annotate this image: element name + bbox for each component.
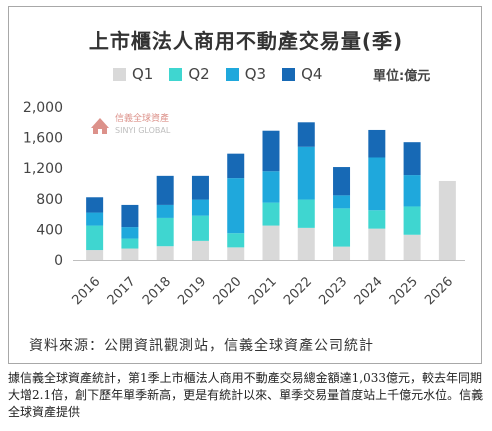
bar-2019-q1 — [191, 240, 209, 260]
bar-2019-q2 — [191, 215, 209, 241]
bar-2016-q2 — [86, 225, 104, 251]
chart-title: 上市櫃法人商用不動產交易量(季) — [88, 29, 404, 53]
bar-2025-q2 — [403, 206, 421, 235]
bar-2017-q2 — [121, 238, 139, 249]
x-tick-label: 2016 — [69, 274, 103, 308]
x-tick-label: 2020 — [211, 274, 245, 308]
bar-2021-q1 — [262, 225, 280, 260]
y-tick-label: 400 — [36, 222, 63, 238]
y-tick-label: 2,000 — [23, 100, 63, 116]
bar-2018-q2 — [156, 217, 174, 247]
bar-2022-q2 — [297, 199, 315, 228]
bar-2026-q1 — [438, 180, 456, 260]
bar-2016-q4 — [86, 197, 104, 213]
x-tick-label: 2023 — [316, 274, 350, 308]
bar-2017-q3 — [121, 227, 139, 239]
legend-item-q3: Q3 — [225, 65, 267, 83]
x-tick-label: 2024 — [352, 274, 386, 308]
legend-swatch-q4 — [282, 67, 296, 81]
bar-2018-q4 — [156, 175, 174, 205]
bar-2024-q3 — [368, 157, 386, 211]
x-tick-label: 2019 — [175, 274, 209, 308]
watermark-line1: 信義全球資產 — [115, 114, 170, 124]
y-tick-label: 0 — [54, 253, 63, 269]
bar-2023-q1 — [333, 246, 351, 260]
chart-legend: Q1 Q2 Q3 Q4 — [113, 63, 338, 85]
legend-item-q2: Q2 — [169, 65, 210, 83]
chart-frame: 上市櫃法人商用不動產交易量(季) Q1 Q2 Q3 Q4 單位:億元 0 400 8… — [8, 6, 482, 364]
bar-2021-q4 — [262, 130, 280, 172]
bar-2021-q3 — [262, 171, 280, 203]
sinyi-logo-icon — [91, 118, 109, 134]
bar-2024-q1 — [368, 228, 386, 260]
x-tick-label: 2022 — [281, 274, 315, 308]
x-tick-label: 2026 — [422, 274, 456, 308]
bar-2018-q3 — [156, 204, 174, 218]
photo-caption: 據信義全球資產統計，第1季上市櫃法人商用不動產交易總金額達1,033億元，較去年… — [8, 371, 484, 419]
bar-2023-q4 — [333, 167, 351, 196]
bar-2023-q3 — [333, 195, 351, 209]
bar-2020-q2 — [227, 233, 245, 248]
bar-2022-q4 — [297, 122, 315, 147]
legend-label-q1: Q1 — [132, 65, 154, 83]
bar-2021-q2 — [262, 202, 280, 226]
y-tick-label: 800 — [36, 192, 63, 208]
watermark-line2: SINYI GLOBAL — [115, 126, 171, 135]
bar-2025-q4 — [403, 142, 421, 176]
legend-label-q4: Q4 — [301, 65, 323, 83]
legend-item-q4: Q4 — [282, 65, 322, 83]
legend-swatch-q3 — [225, 67, 239, 81]
legend-swatch-q2 — [169, 67, 183, 81]
bar-2017-q1 — [121, 248, 139, 260]
bar-2022-q3 — [297, 146, 315, 200]
bar-2016-q3 — [86, 212, 104, 226]
source-note: 資料來源：公開資訊觀測站，信義全球資產公司統計 — [29, 338, 374, 354]
bar-2024-q4 — [368, 129, 386, 158]
bar-2025-q3 — [403, 175, 421, 207]
bar-2019-q4 — [191, 175, 209, 200]
x-tick-label: 2018 — [140, 274, 174, 308]
bar-2023-q2 — [333, 208, 351, 247]
bar-2020-q4 — [227, 153, 245, 179]
y-tick-label: 1,200 — [23, 161, 63, 177]
legend-label-q2: Q2 — [188, 65, 210, 83]
bar-2018-q1 — [156, 246, 174, 260]
y-tick-label: 1,600 — [23, 131, 63, 147]
bar-2017-q4 — [121, 204, 139, 228]
bar-2022-q1 — [297, 227, 315, 260]
x-tick-label: 2017 — [105, 274, 139, 308]
legend-swatch-q1 — [113, 67, 126, 81]
bar-2016-q1 — [86, 250, 104, 260]
legend-item-q1: Q1 — [113, 65, 153, 83]
x-tick-label: 2025 — [387, 274, 421, 308]
unit-label: 單位:億元 — [373, 69, 431, 84]
bar-2024-q2 — [368, 210, 386, 229]
x-tick-label: 2021 — [246, 274, 280, 308]
sinyi-global-watermark: 信義全球資產 SINYI GLOBAL — [89, 114, 170, 136]
bar-2025-q1 — [403, 234, 421, 260]
legend-label-q3: Q3 — [244, 65, 267, 83]
bar-2020-q1 — [227, 247, 245, 260]
bar-2019-q3 — [191, 199, 209, 216]
bar-2020-q3 — [227, 178, 245, 234]
